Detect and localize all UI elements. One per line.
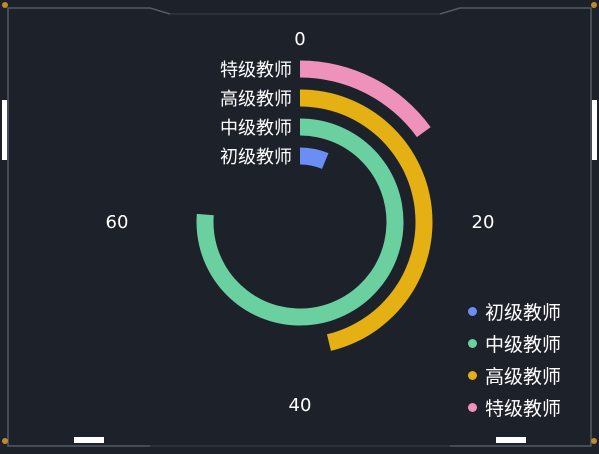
legend-marker: [468, 306, 477, 316]
category-label: 中级教师: [220, 118, 292, 139]
legend-item-chuji[interactable]: 初级教师: [468, 300, 562, 324]
legend-item-teji[interactable]: 特级教师: [468, 396, 562, 420]
chart-legend: 初级教师 中级教师 高级教师 特级教师: [468, 300, 562, 420]
bar-2[interactable]: [300, 89, 433, 351]
legend-item-zhongji[interactable]: 中级教师: [468, 332, 562, 356]
legend-label: 特级教师: [485, 397, 562, 420]
angle-tick-label: 20: [472, 212, 495, 233]
legend-marker: [468, 402, 477, 412]
legend-marker: [468, 338, 477, 348]
bar-0[interactable]: [300, 147, 329, 169]
legend-marker: [468, 370, 477, 380]
legend-label: 初级教师: [485, 301, 562, 324]
bar-3[interactable]: [300, 60, 431, 138]
angle-tick-label: 60: [106, 212, 129, 233]
category-label: 初级教师: [220, 147, 292, 168]
angle-tick-label: 0: [294, 29, 305, 50]
legend-item-gaoji[interactable]: 高级教师: [468, 364, 562, 388]
legend-label: 高级教师: [485, 365, 562, 388]
category-label: 高级教师: [220, 89, 292, 110]
legend-label: 中级教师: [485, 333, 562, 356]
category-label: 特级教师: [220, 60, 292, 81]
angle-tick-label: 40: [289, 395, 312, 416]
